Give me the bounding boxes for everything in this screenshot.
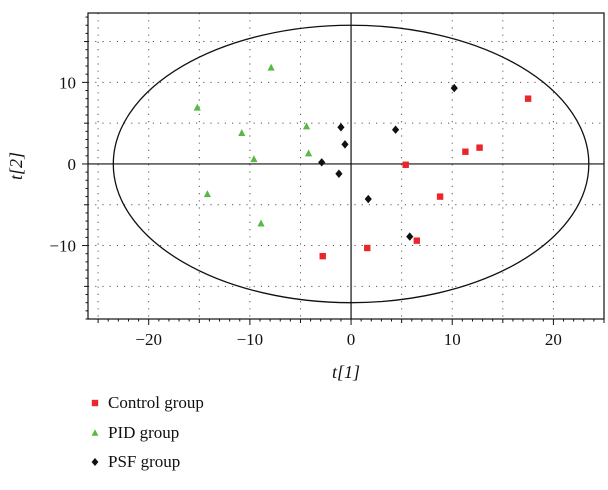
- data-point-diamond: [337, 123, 345, 132]
- legend-item-psf: PSF group: [91, 452, 180, 471]
- data-point-diamond: [406, 232, 414, 241]
- legend-item-control: Control group: [91, 393, 204, 412]
- data-point-square: [462, 148, 469, 155]
- series-diamond: [318, 83, 458, 241]
- data-point-square: [524, 95, 532, 102]
- y-tick-label: −10: [49, 237, 76, 256]
- x-tick-label: 10: [444, 330, 461, 349]
- y-tick-label: 10: [59, 73, 76, 92]
- data-point-square: [319, 252, 326, 260]
- legend-marker-triangle: [91, 429, 99, 436]
- x-tick-label: 0: [347, 330, 356, 349]
- grid: [88, 13, 604, 319]
- y-tick-label: 0: [68, 155, 77, 174]
- data-point-diamond: [391, 125, 400, 134]
- data-point-triangle: [257, 219, 265, 227]
- legend-label-control: Control group: [108, 393, 204, 412]
- data-point-triangle: [267, 63, 275, 71]
- legend: Control group PID group PSF group: [91, 393, 204, 471]
- plot-frame: [87, 12, 605, 320]
- data-point-triangle: [203, 190, 211, 198]
- series-triangle: [193, 63, 313, 227]
- data-point-diamond: [335, 169, 343, 178]
- data-point-triangle: [250, 155, 258, 163]
- data-point-square: [364, 244, 371, 252]
- x-tick-label: −20: [135, 330, 162, 349]
- data-point-triangle: [304, 149, 313, 157]
- axes: −20 −10 0 10 20 −10 0 10: [49, 12, 605, 349]
- legend-label-pid: PID group: [108, 423, 179, 442]
- x-axis-title: t[1]: [332, 362, 360, 382]
- data-point-diamond: [318, 158, 326, 167]
- data-points: [193, 63, 532, 260]
- data-point-diamond: [450, 83, 458, 93]
- series-square: [319, 95, 532, 260]
- data-point-diamond: [341, 140, 349, 149]
- legend-label-psf: PSF group: [108, 452, 180, 471]
- legend-marker-diamond: [91, 458, 99, 466]
- y-axis-title: t[2]: [6, 152, 26, 180]
- data-point-diamond: [364, 194, 372, 204]
- data-point-square: [413, 237, 421, 244]
- data-point-square: [436, 193, 444, 200]
- legend-item-pid: PID group: [91, 423, 179, 442]
- data-point-triangle: [193, 103, 201, 111]
- data-point-triangle: [238, 128, 246, 136]
- data-point-square: [476, 144, 483, 151]
- x-tick-label: −10: [237, 330, 264, 349]
- x-tick-label: 20: [545, 330, 562, 349]
- data-point-triangle: [302, 122, 311, 130]
- data-point-square: [402, 161, 409, 168]
- legend-marker-square: [91, 399, 99, 407]
